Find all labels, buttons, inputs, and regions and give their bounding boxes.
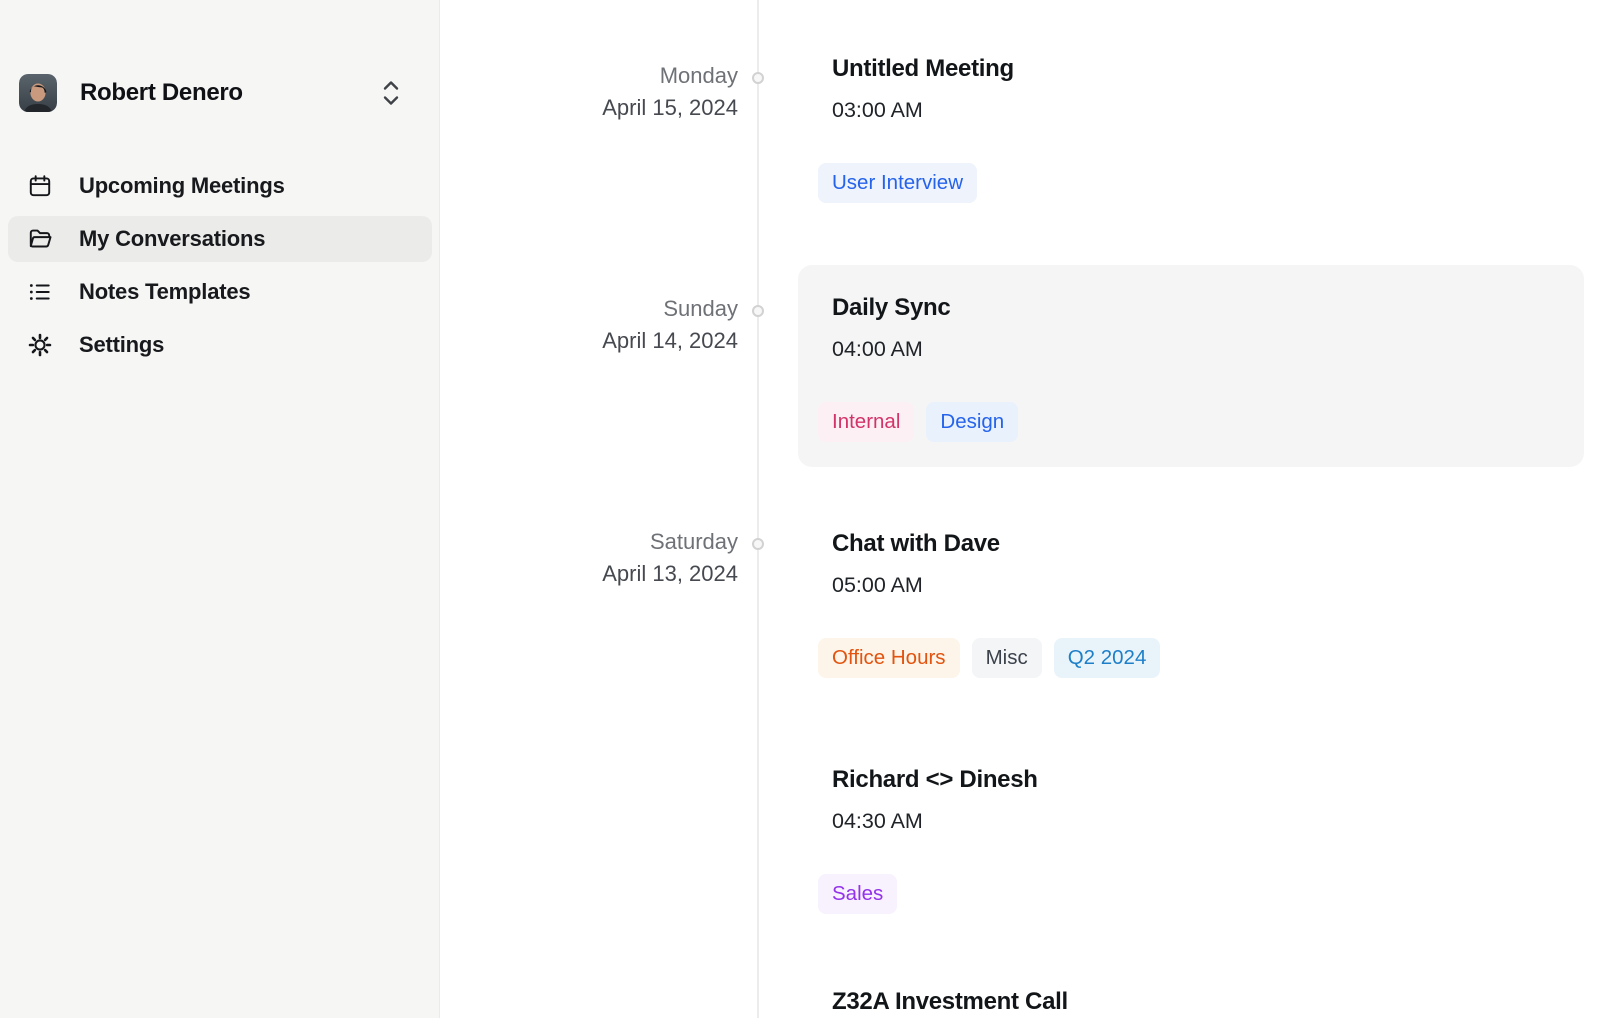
sidebar-item-label: Notes Templates [79, 279, 251, 304]
sidebar: Robert Denero Upcoming Meetings [0, 0, 440, 1018]
meeting-title: Z32A Investment Call [832, 988, 1068, 1015]
sidebar-item-settings[interactable]: Settings [8, 322, 432, 368]
tag[interactable]: Internal [818, 402, 915, 442]
date-label: April 14, 2024 [602, 328, 738, 353]
date-group: Saturday April 13, 2024 [602, 526, 738, 590]
sidebar-item-notes-templates[interactable]: Notes Templates [8, 269, 432, 315]
timeline-dot [752, 72, 764, 84]
tag[interactable]: Misc [971, 638, 1042, 678]
meeting-entry[interactable]: Richard <> Dinesh 04:30 AM Sales [818, 763, 1552, 914]
tag[interactable]: Design [926, 402, 1019, 442]
tag[interactable]: Sales [818, 874, 898, 914]
weekday-label: Saturday [649, 529, 738, 554]
meeting-title: Untitled Meeting [832, 55, 1014, 82]
sidebar-item-upcoming-meetings[interactable]: Upcoming Meetings [8, 163, 432, 209]
tag-list: User Interview [818, 163, 1552, 203]
sidebar-item-label: My Conversations [79, 226, 266, 251]
chevron-up-down-icon[interactable] [381, 79, 401, 107]
date-group: Monday April 15, 2024 [602, 60, 738, 124]
meeting-time: 04:30 AM [832, 809, 923, 833]
tag-list: Internal Design [818, 402, 1552, 442]
timeline-dot [752, 305, 764, 317]
sidebar-item-label: Settings [79, 332, 165, 357]
calendar-icon [27, 173, 53, 199]
user-profile-switcher[interactable]: Robert Denero [0, 66, 440, 120]
meeting-time: 03:00 AM [832, 98, 923, 122]
tag[interactable]: Q2 2024 [1053, 638, 1161, 678]
timeline-line [757, 0, 759, 1018]
meeting-title: Richard <> Dinesh [832, 766, 1038, 793]
meeting-title: Chat with Dave [832, 530, 1000, 557]
user-name: Robert Denero [80, 79, 243, 106]
folder-icon [27, 226, 53, 252]
date-label: April 13, 2024 [602, 561, 738, 586]
tag-list: Office Hours Misc Q2 2024 [818, 638, 1552, 678]
meeting-entry[interactable]: Z32A Investment Call [832, 985, 1552, 1018]
meeting-time: 05:00 AM [832, 573, 923, 597]
weekday-label: Sunday [663, 296, 738, 321]
meeting-title: Daily Sync [832, 294, 951, 321]
weekday-label: Monday [659, 63, 738, 88]
tag[interactable]: User Interview [818, 163, 978, 203]
date-group: Sunday April 14, 2024 [602, 293, 738, 357]
sidebar-item-my-conversations[interactable]: My Conversations [8, 216, 432, 262]
avatar [19, 74, 57, 112]
meeting-entry[interactable]: Untitled Meeting 03:00 AM User Interview [818, 52, 1552, 203]
meeting-entry[interactable]: Daily Sync 04:00 AM Internal Design [818, 291, 1552, 442]
gear-icon [27, 332, 53, 358]
tag-list: Sales [818, 874, 1552, 914]
list-icon [27, 279, 53, 305]
meeting-time: 04:00 AM [832, 337, 923, 361]
date-label: April 15, 2024 [602, 95, 738, 120]
conversations-timeline: Monday April 15, 2024 Sunday April 14, 2… [440, 0, 1600, 1018]
meeting-entry[interactable]: Chat with Dave 05:00 AM Office Hours Mis… [818, 527, 1552, 678]
timeline-dot [752, 538, 764, 550]
tag[interactable]: Office Hours [818, 638, 960, 678]
sidebar-item-label: Upcoming Meetings [79, 173, 285, 198]
